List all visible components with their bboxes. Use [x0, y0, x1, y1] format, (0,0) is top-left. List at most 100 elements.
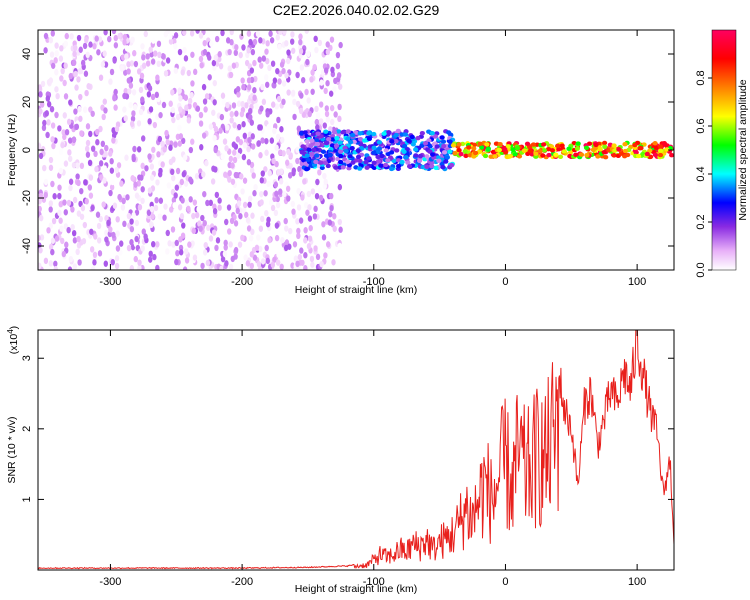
spectrogram-cell: [265, 220, 271, 228]
spectrogram-cell: [50, 237, 56, 244]
spectrogram-cell: [195, 30, 200, 34]
spectrogram-cell: [270, 60, 276, 67]
spectrogram-cell: [290, 89, 296, 97]
spectrogram-cell: [602, 140, 608, 146]
spectrogram-cell: [484, 142, 490, 147]
spectrogram-cell: [92, 251, 98, 259]
spectrogram-cell: [195, 105, 201, 112]
spectrogram-cell: [241, 153, 247, 161]
spectrogram-cell: [424, 154, 430, 159]
spectrogram-cell: [38, 198, 42, 205]
spectrogram-cell: [320, 149, 327, 154]
spectrogram-cell: [108, 150, 113, 157]
spectrogram-cell: [40, 80, 46, 88]
spectrogram-cell: [139, 174, 144, 181]
spectrogram-cell: [546, 152, 552, 158]
spectrogram-cell: [259, 190, 264, 198]
spectrogram-cell: [297, 253, 303, 261]
spectrogram-cell: [96, 237, 102, 244]
spectrogram-cell: [59, 75, 64, 82]
spectrogram-cell: [298, 107, 304, 115]
spectrogram-cell: [85, 139, 91, 147]
spectrogram-cell: [433, 165, 439, 171]
spectrogram-cell: [68, 99, 73, 106]
spectrogram-cell: [53, 57, 58, 64]
spectrogram-cell: [186, 69, 192, 77]
spectrogram-cell: [168, 144, 173, 151]
spectrogram-cell: [318, 118, 324, 125]
spectrogram-cell: [200, 262, 205, 270]
spectrogram-cell: [324, 110, 330, 118]
spectrogram-cell: [235, 207, 240, 215]
spectrogram-cell: [126, 61, 131, 68]
spectrogram-cell: [492, 154, 498, 159]
spectrogram-cell: [611, 143, 617, 148]
spectrogram-cell: [80, 59, 86, 67]
spectrogram-cell: [117, 32, 122, 40]
spectrogram-cell: [231, 62, 237, 69]
spectrogram-cell: [54, 235, 60, 242]
spectrogram-cell: [68, 255, 74, 263]
spectrogram-cell: [637, 145, 644, 151]
spectrogram-cell: [296, 187, 301, 195]
spectrogram-cell: [252, 38, 258, 46]
spectrogram-cell: [77, 68, 83, 75]
spectrogram-cell: [67, 149, 72, 156]
spectrogram-cell: [388, 150, 395, 155]
spectrogram-cell: [383, 148, 389, 153]
spectrogram-cell: [336, 129, 342, 134]
spectrogram-cell: [207, 74, 212, 81]
spectrogram-cell: [241, 121, 246, 128]
spectrogram-cell: [190, 80, 195, 87]
spectrogram-cell: [75, 162, 80, 169]
spectrogram-cell: [557, 154, 564, 159]
spectrogram-cell: [180, 137, 186, 145]
spectrogram-cell: [149, 205, 155, 213]
spectrogram-cell: [76, 179, 81, 187]
x-tick-label: -200: [231, 276, 253, 288]
spectrogram-cell: [182, 266, 188, 270]
spectrogram-cell: [94, 165, 99, 173]
spectrogram-cell: [286, 89, 291, 96]
y-tick-label: -40: [21, 238, 33, 254]
spectrogram-cell: [214, 35, 220, 43]
spectrogram-cell: [81, 237, 87, 245]
spectrogram-cell: [166, 182, 172, 189]
spectrogram-cell: [282, 30, 287, 35]
spectrogram-cell: [310, 188, 316, 195]
spectrogram-cell: [267, 236, 272, 244]
spectrogram-cell: [303, 265, 308, 270]
spectrogram-cell: [151, 37, 156, 44]
spectrogram-cell: [122, 39, 127, 46]
spectrogram-cell: [228, 241, 233, 248]
spectrogram-cell: [313, 205, 318, 213]
spectrogram-cell: [264, 48, 269, 55]
spectrogram-cell: [337, 242, 342, 250]
spectrogram-cell: [338, 83, 343, 90]
spectrogram-cell: [92, 259, 97, 266]
y-tick-label: 1: [21, 496, 33, 502]
spectrogram-cell: [48, 243, 54, 251]
spectrogram-cell: [69, 33, 74, 40]
spectrogram-cell: [62, 79, 67, 87]
spectrogram-cell: [50, 248, 55, 256]
spectrogram-cell: [82, 221, 88, 229]
spectrogram-cell: [68, 184, 73, 192]
spectrogram-cell: [236, 152, 241, 159]
spectrogram-cell: [88, 106, 93, 113]
spectrogram-cell: [48, 222, 53, 229]
spectrogram-cell: [622, 148, 629, 154]
colorbar-tick-label: 0.2: [695, 214, 707, 229]
spectrogram-cell: [267, 64, 272, 72]
spectrogram-cell: [116, 162, 122, 169]
spectrogram-cell: [479, 145, 485, 150]
spectrogram-cell: [109, 167, 115, 174]
spectrogram-cell: [530, 142, 537, 147]
spectrogram-cell: [338, 41, 343, 49]
spectrogram-cell: [270, 204, 276, 212]
spectrogram-cell: [330, 66, 335, 74]
spectrogram-cell: [366, 130, 372, 136]
spectrogram-cell: [203, 106, 208, 113]
spectrogram-cell: [108, 78, 113, 85]
